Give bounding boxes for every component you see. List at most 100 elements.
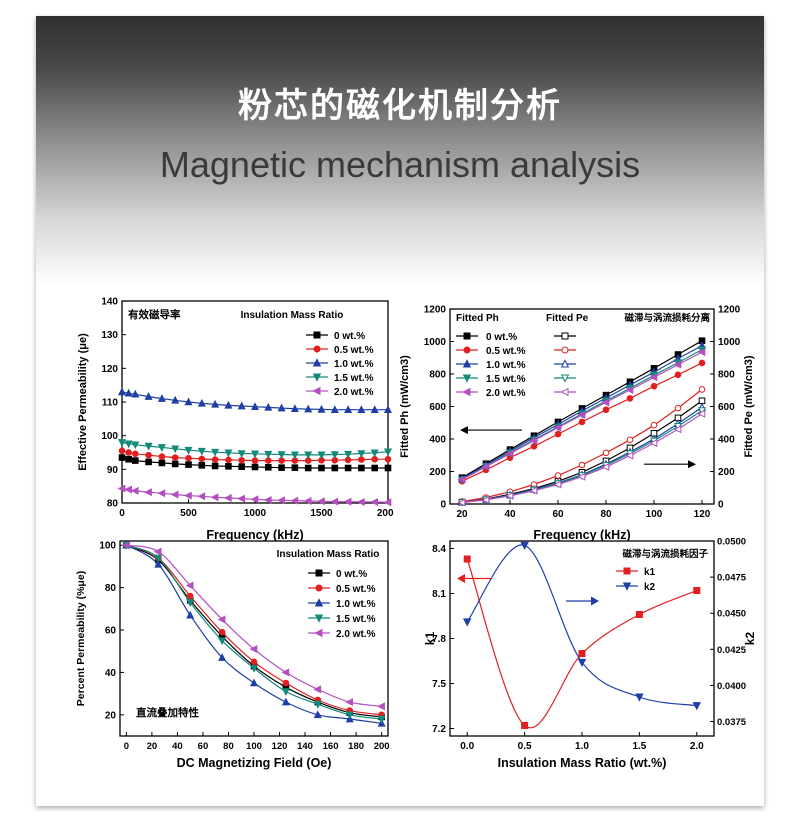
data-point (185, 461, 192, 468)
legend-label: 1.0 wt.% (486, 360, 526, 371)
ph-data-point (697, 348, 706, 357)
legend-marker (560, 374, 570, 383)
pe-data-point (698, 386, 706, 393)
data-point (145, 451, 152, 459)
data-point (303, 496, 312, 506)
data-point (693, 587, 701, 594)
y-tick-label: 120 (101, 364, 118, 375)
data-point (343, 497, 352, 506)
data-point (184, 397, 193, 406)
ph-data-point (481, 462, 490, 471)
data-point (171, 460, 179, 468)
data-point (117, 387, 127, 396)
data-point (185, 454, 192, 462)
data-point (158, 459, 166, 467)
data-point (217, 615, 226, 624)
legend-marker (463, 332, 471, 340)
x-tick-label: 0 (124, 741, 129, 752)
data-point (250, 495, 259, 504)
data-point (344, 405, 353, 414)
data-point (211, 456, 219, 463)
data-point (198, 455, 206, 463)
x-tick-label: 160 (323, 741, 339, 752)
data-point (186, 592, 194, 600)
ph-data-point (626, 395, 634, 402)
pe-data-point (650, 421, 658, 429)
y-axis-label-right: Fitted Pe (mW/cm3) (743, 355, 755, 457)
chart3-svg: 0.0 0.5 1.0 1.5 2.0 7.2 7.5 7.8 8.1 8.4 0.0375 0.04… (423, 537, 757, 771)
legend-marker (462, 359, 472, 368)
chart-annotation: 直流叠加特性 (136, 706, 199, 719)
y-tick-label-left: 400 (429, 435, 446, 446)
data-point (577, 658, 587, 668)
data-point (224, 449, 233, 458)
data-point (225, 456, 232, 464)
data-point (153, 547, 162, 556)
ph-data-point (530, 443, 538, 450)
data-point (520, 541, 529, 551)
x-tick-label: 40 (172, 741, 183, 752)
x-tick-label: 180 (348, 741, 364, 752)
y-tick-label-right: 400 (718, 435, 735, 446)
y-tick-label-right: 1200 (718, 305, 741, 316)
data-point (377, 702, 385, 711)
data-point (186, 610, 195, 619)
ph-data-point (674, 371, 682, 379)
y-tick-label: 100 (101, 431, 118, 442)
data-point (384, 464, 392, 472)
data-point (345, 711, 354, 720)
legend-label: 1.5 wt.% (336, 614, 376, 625)
data-point (313, 685, 322, 694)
legend-title: Insulation Mass Ratio (277, 549, 380, 560)
data-point (118, 454, 126, 461)
data-point (144, 442, 153, 451)
data-point (330, 497, 339, 506)
series-line (121, 391, 388, 411)
data-point (304, 404, 313, 413)
data-point (157, 394, 166, 402)
data-point (290, 404, 299, 413)
legend-marker (462, 387, 471, 397)
data-point (263, 495, 272, 504)
legend-label: 2.0 wt.% (486, 388, 526, 399)
hero-banner (36, 16, 764, 286)
data-point (317, 451, 326, 460)
data-point (154, 559, 163, 568)
data-point (265, 464, 272, 471)
legend-marker (312, 358, 322, 367)
legend-label: k1 (644, 567, 656, 578)
x-tick-label: 1500 (310, 508, 333, 519)
y-tick-label-right: 0.0450 (717, 609, 746, 620)
legend-marker (315, 584, 323, 592)
legend-title-ph: Fitted Ph (456, 313, 499, 324)
y-tick-label-right: 0.0500 (717, 537, 746, 548)
legend-marker (314, 598, 324, 607)
legend-marker (314, 628, 323, 638)
y-tick-label: 140 (101, 297, 118, 308)
data-point (578, 650, 586, 657)
legend-marker (313, 331, 321, 339)
data-point (211, 399, 220, 408)
data-point (462, 618, 472, 627)
data-point (357, 450, 366, 459)
legend-label: 0 wt.% (486, 332, 517, 343)
y-axis-label: Effective Permeability (μe) (77, 333, 89, 471)
data-point (277, 496, 285, 505)
ph-data-point (577, 410, 586, 419)
data-point (357, 405, 366, 414)
pe-data-point (625, 451, 634, 460)
pe-data-point (505, 491, 514, 500)
data-point (290, 451, 299, 460)
data-point (237, 494, 245, 503)
legend-marker (462, 374, 472, 383)
data-point (223, 493, 232, 502)
pe-data-point (553, 480, 562, 489)
y-axis-label-left: Fitted Ph (mW/cm3) (399, 355, 411, 458)
data-point (377, 715, 386, 724)
pe-data-point (578, 461, 586, 469)
y-tick-label-right: 0.0425 (717, 645, 747, 656)
pe-data-point (649, 439, 658, 448)
